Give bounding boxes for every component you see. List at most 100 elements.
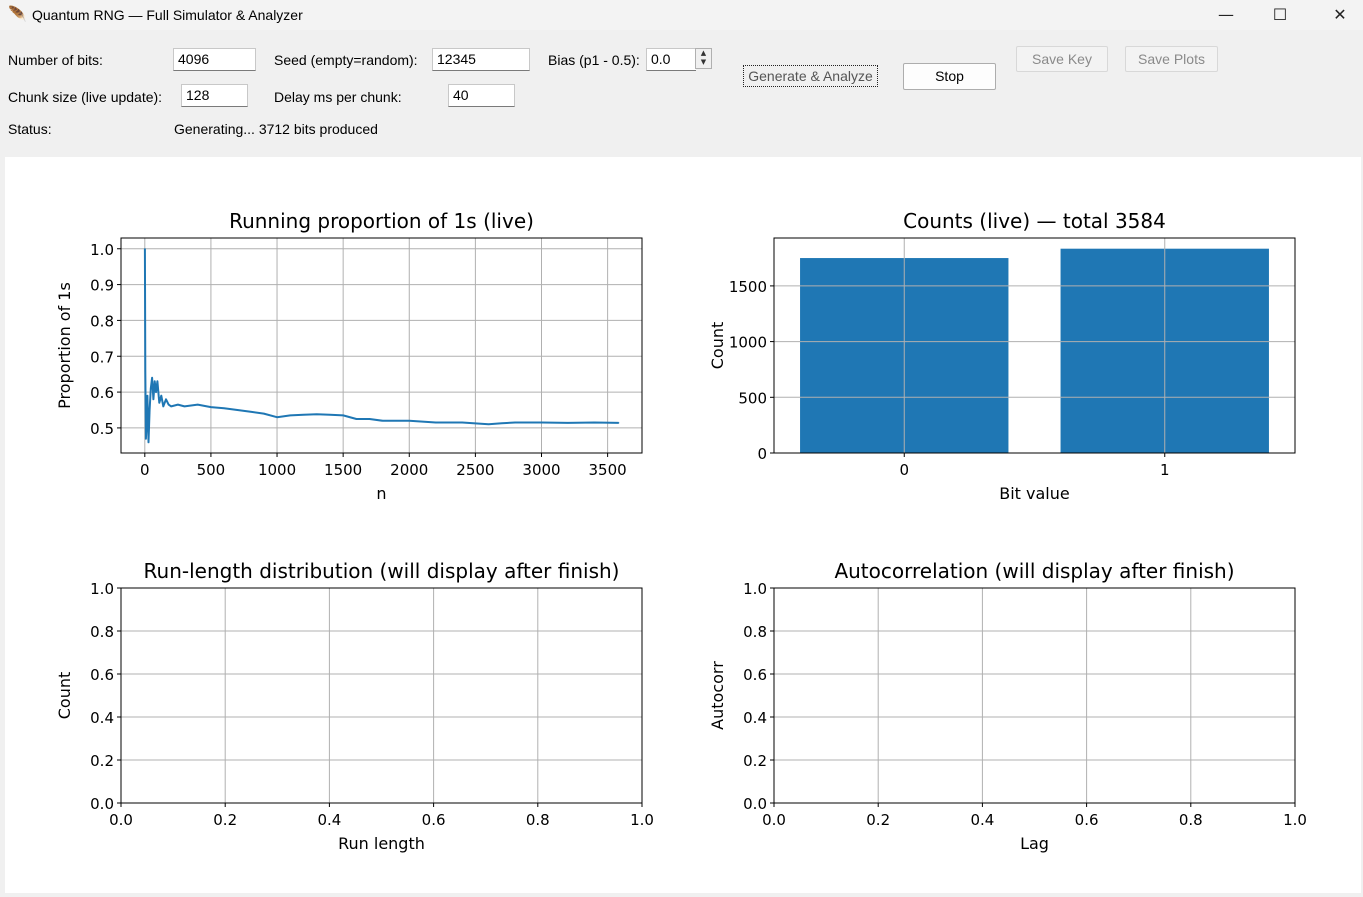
data-point	[177, 404, 179, 406]
x-tick-label: 1	[1160, 461, 1170, 479]
data-point	[236, 409, 238, 411]
x-tick-label: 0.4	[970, 811, 994, 829]
spin-down-icon[interactable]: ▼	[700, 58, 707, 66]
data-point	[162, 405, 164, 408]
data-point	[342, 414, 344, 416]
data-point	[329, 414, 331, 416]
axes-frame	[773, 237, 1296, 454]
save-key-button[interactable]: Save Key	[1016, 46, 1108, 72]
data-point	[168, 404, 170, 406]
data-point	[461, 421, 463, 424]
y-axis-label: Count	[708, 322, 727, 370]
y-tick-label: 0.6	[90, 666, 114, 684]
data-point	[316, 413, 318, 415]
data-point	[382, 420, 384, 422]
save-plots-button[interactable]: Save Plots	[1125, 46, 1218, 72]
x-tick-label: 500	[197, 461, 226, 479]
data-point	[395, 420, 397, 422]
chart-title: Run-length distribution (will display af…	[144, 559, 620, 583]
data-point	[567, 422, 569, 424]
status-label: Status:	[8, 121, 52, 137]
data-point	[593, 421, 595, 424]
y-tick-label: 0.8	[90, 312, 114, 330]
y-tick-label: 0.4	[90, 709, 114, 727]
close-button[interactable]: ✕	[1333, 5, 1347, 24]
data-point	[302, 414, 305, 416]
status-text: Generating... 3712 bits produced	[174, 121, 378, 137]
x-tick-label: 0.8	[1179, 811, 1203, 829]
data-point	[144, 369, 146, 372]
y-axis-label: Count	[55, 672, 74, 720]
y-tick-label: 0.5	[90, 420, 114, 438]
data-point	[540, 421, 543, 424]
y-tick-label: 1.0	[90, 580, 114, 598]
seed-input[interactable]: 12345	[432, 48, 530, 71]
x-tick-label: 0.2	[213, 811, 237, 829]
y-tick-label: 1500	[729, 278, 767, 296]
x-tick-label: 1.0	[630, 811, 654, 829]
delay-label: Delay ms per chunk:	[274, 89, 402, 105]
seed-label: Seed (empty=random):	[274, 52, 418, 68]
data-point	[151, 377, 153, 379]
y-tick-label: 0	[757, 445, 767, 463]
x-tick-label: 1500	[324, 461, 362, 479]
stop-button[interactable]: Stop	[903, 63, 996, 90]
data-point	[514, 421, 516, 424]
data-point	[156, 380, 158, 382]
data-point	[223, 407, 225, 409]
x-tick-label: 1000	[258, 461, 296, 479]
title-bar: 🪶 Quantum RNG — Full Simulator & Analyze…	[0, 0, 1363, 30]
num-bits-input[interactable]: 4096	[173, 48, 256, 71]
bias-spin-arrows[interactable]: ▲ ▼	[695, 48, 712, 69]
x-tick-label: 2500	[456, 461, 494, 479]
x-axis-label: Lag	[1020, 834, 1049, 853]
y-tick-label: 1000	[729, 334, 767, 352]
chunk-size-input[interactable]: 128	[181, 84, 248, 107]
delay-input[interactable]: 40	[448, 84, 515, 107]
x-tick-label: 3500	[589, 461, 627, 479]
y-tick-label: 0.6	[743, 666, 767, 684]
plot-canvas: 0 500 1000 1500 2000 2500 3000 3500 0.5 0.6 0.7 0.8…	[5, 157, 1361, 893]
data-point	[154, 380, 156, 382]
data-point	[210, 406, 212, 408]
data-point	[145, 438, 147, 440]
x-tick-label: 0.6	[1075, 811, 1099, 829]
data-point	[289, 414, 291, 416]
data-point	[368, 418, 371, 420]
x-axis-label: Bit value	[999, 484, 1069, 503]
y-tick-label: 500	[738, 389, 767, 407]
data-point	[165, 398, 167, 400]
bias-spinbox[interactable]: 0.0	[646, 48, 696, 71]
y-tick-label: 0.6	[90, 384, 114, 402]
axes-frame	[773, 587, 1296, 804]
chart-title: Running proportion of 1s (live)	[229, 209, 534, 233]
series-line	[143, 248, 619, 444]
minimize-button[interactable]: —	[1218, 5, 1234, 24]
generate-analyze-button[interactable]: Generate & Analyze	[743, 65, 878, 87]
data-point	[146, 395, 149, 397]
y-tick-label: 0.8	[743, 623, 767, 641]
data-point	[435, 421, 437, 424]
y-tick-label: 0.7	[90, 348, 114, 366]
axes-frame	[120, 587, 643, 804]
data-point	[152, 398, 154, 400]
data-point	[263, 412, 265, 415]
data-point	[158, 402, 160, 404]
x-tick-label: 0	[140, 461, 150, 479]
maximize-button[interactable]: ☐	[1272, 5, 1288, 24]
data-point	[155, 391, 157, 393]
y-tick-label: 0.2	[90, 752, 114, 770]
data-point	[618, 422, 620, 424]
chunk-size-label: Chunk size (live update):	[8, 89, 163, 105]
data-point	[148, 409, 151, 411]
y-tick-label: 1.0	[90, 241, 114, 259]
x-tick-label: 2000	[390, 461, 428, 479]
data-point	[145, 427, 147, 429]
y-tick-label: 0.9	[90, 277, 114, 295]
spin-up-icon[interactable]: ▲	[700, 49, 707, 57]
window-title: Quantum RNG — Full Simulator & Analyzer	[32, 7, 303, 23]
data-point	[408, 420, 410, 422]
data-point	[150, 387, 152, 390]
data-point	[355, 418, 357, 420]
x-tick-label: 0.0	[762, 811, 786, 829]
